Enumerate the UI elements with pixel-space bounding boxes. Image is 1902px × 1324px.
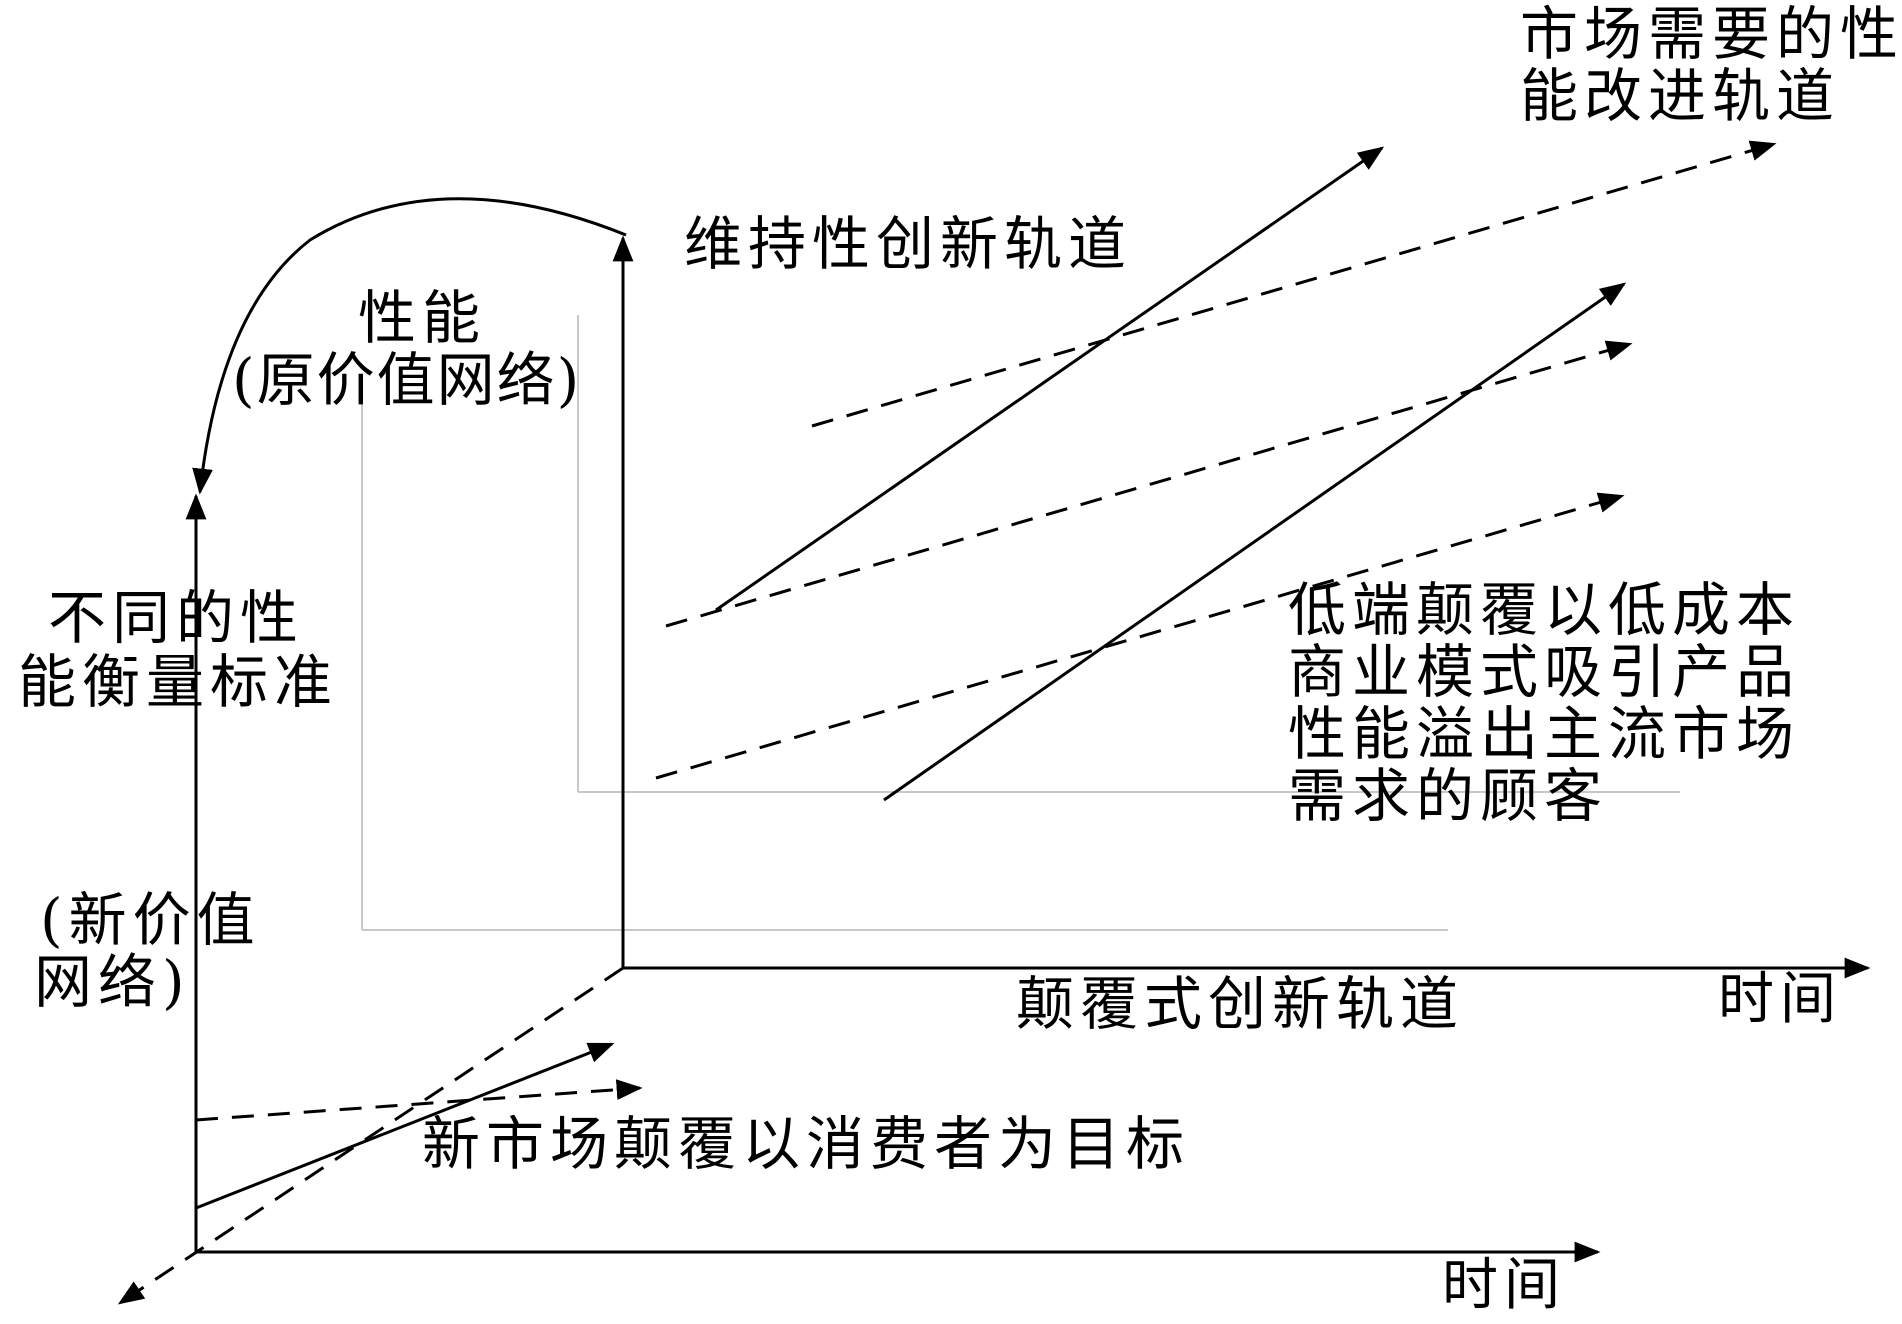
faint-guide-lines	[361, 315, 1680, 931]
new-value-network-label-line1: (新价值	[40, 886, 261, 954]
new-value-network-label-line2: 网络)	[34, 948, 191, 1016]
low-end-label-line4: 需求的顾客	[1288, 762, 1609, 830]
new-market-label: 新市场颠覆以消费者为目标	[422, 1110, 1191, 1178]
disruptive-trajectory-label: 颠覆式创新轨道	[1016, 970, 1465, 1038]
low-end-label-line2: 商业模式吸引产品	[1288, 638, 1801, 706]
market-demand-low	[655, 492, 1625, 780]
market-demand-trajectories	[195, 140, 1777, 1122]
market-trajectory-label-line2: 能改进轨道	[1520, 62, 1841, 130]
market-demand-new	[195, 1079, 643, 1122]
time-axis-label-lower: 时间	[1442, 1253, 1566, 1318]
market-demand-mid	[665, 340, 1633, 628]
time-axis-label-upper: 时间	[1718, 967, 1842, 1032]
different-measure-label-line1: 不同的性	[48, 584, 305, 652]
performance-label-line1: 性能	[358, 284, 487, 352]
new-market-trajectory	[195, 1042, 615, 1210]
low-end-label-line3: 性能溢出主流市场	[1288, 700, 1801, 768]
market-trajectory-label-line1: 市场需要的性	[1520, 0, 1902, 68]
depth-axis-dashed	[117, 966, 624, 1305]
sustaining-trajectory-label: 维持性创新轨道	[684, 210, 1133, 278]
low-end-label-line1: 低端颠覆以低成本	[1288, 576, 1801, 644]
different-measure-label-line2: 能衡量标准	[18, 648, 339, 716]
curved-link-arrow	[192, 197, 627, 495]
sustaining-innovation-trajectory	[715, 146, 1385, 612]
disruptive-innovation-trajectory	[883, 282, 1627, 802]
performance-label-line2: (原价值网络)	[232, 346, 582, 414]
market-demand-high	[811, 140, 1777, 428]
